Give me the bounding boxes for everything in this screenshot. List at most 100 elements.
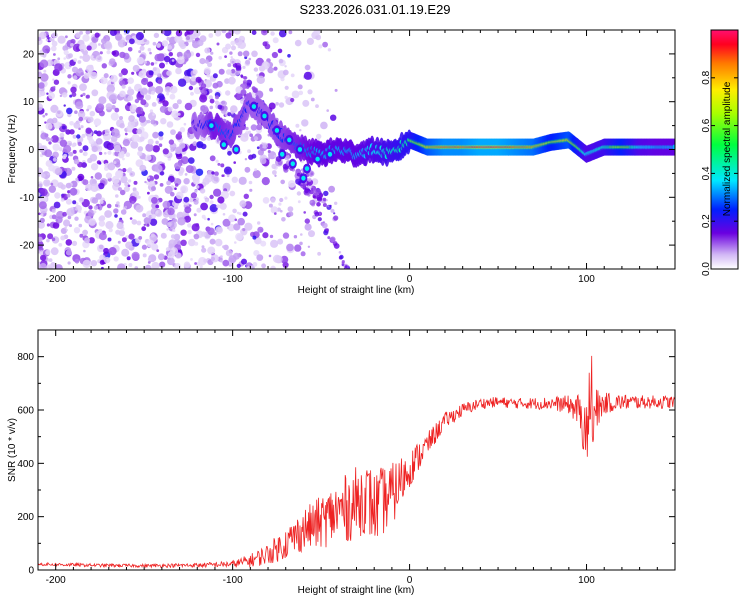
spectrogram-cell — [213, 231, 217, 236]
spectrogram-cell — [169, 85, 178, 94]
spectrogram-cell — [96, 130, 102, 137]
spectrogram-cell — [108, 247, 117, 256]
spectrogram-cell — [84, 116, 88, 120]
spectrogram-cell — [132, 190, 140, 198]
spectrogram-cell — [67, 215, 72, 220]
spectrogram-cell — [327, 48, 332, 52]
spectrogram-cell — [252, 235, 257, 240]
spectrogram-cell — [51, 135, 59, 143]
spectrogram-cell — [58, 243, 63, 247]
spectrogram-cell — [125, 152, 131, 157]
spectrogram-cell — [71, 92, 77, 97]
spectrogram-cell — [217, 196, 225, 204]
spectrogram-cell — [95, 193, 102, 200]
spectrogram-cell — [53, 53, 56, 56]
spectrogram-cell — [160, 232, 167, 239]
spectrogram-cell — [139, 136, 145, 142]
spectrogram-cell — [147, 176, 150, 179]
spectrogram-cell — [203, 258, 208, 263]
spectrogram-cell — [210, 222, 214, 226]
spectrogram-cell — [231, 176, 238, 183]
spectrogram-cell — [49, 266, 53, 269]
spectrogram-cell — [141, 244, 147, 250]
spectrogram-cell — [242, 65, 246, 69]
spectrogram-cell — [222, 218, 231, 227]
spectrogram-cell — [94, 32, 100, 38]
spectrogram-cell — [215, 159, 219, 163]
spectrogram-cell — [261, 177, 270, 186]
spectrogram-cell — [166, 222, 172, 228]
spectrogram-cell — [251, 50, 258, 58]
spectrogram-cell — [148, 70, 154, 76]
spectrogram-cell — [166, 36, 171, 41]
spectrogram-cell — [210, 51, 214, 55]
spectrogram-cell — [155, 209, 163, 218]
spectrogram-cell — [218, 68, 225, 75]
spectrogram-cell — [188, 238, 196, 247]
spectrogram-cell — [222, 259, 230, 267]
spectrogram-cell — [78, 116, 84, 122]
spectrogram-cell — [38, 167, 44, 176]
spectrogram-cell — [70, 43, 74, 47]
spectrogram-cell — [128, 115, 136, 122]
spectrogram-cell — [195, 76, 202, 83]
spectrogram-cell — [279, 197, 284, 203]
spectrogram-cell — [327, 205, 330, 208]
spectrogram-cell — [59, 132, 65, 138]
spectrogram-cell — [49, 37, 53, 42]
spectrogram-cell — [220, 163, 225, 168]
spectrogram-cell — [140, 99, 147, 106]
spectrogram-cell — [119, 189, 126, 196]
spectrogram-cell — [246, 266, 251, 269]
spectrogram-cell — [183, 196, 190, 203]
spectrogram-cell — [98, 232, 107, 241]
spectrogram-cell — [99, 254, 106, 261]
spectrogram-cell — [257, 226, 264, 233]
spectrogram-cell — [153, 174, 160, 180]
spectrogram-cell — [199, 265, 203, 269]
spectrogram-cell — [91, 55, 94, 58]
spectrogram-cell — [227, 150, 232, 156]
spectrogram-cell — [162, 100, 169, 107]
spectrogram-cell — [252, 87, 259, 93]
spectrogram-cell — [51, 117, 58, 124]
spectrogram-cell — [327, 236, 331, 240]
spectrogram-cell — [228, 76, 236, 85]
spectrogram-cell — [270, 198, 276, 203]
spectrogram-cell — [78, 210, 82, 213]
spectrogram-cell — [98, 182, 105, 190]
spectrogram-cell — [223, 166, 233, 175]
spectrogram-cell — [209, 194, 214, 200]
spectrogram-cell — [262, 232, 269, 239]
spectrogram-cell — [326, 109, 330, 112]
spectrogram-cell — [143, 60, 147, 64]
spectrogram-cell — [74, 110, 78, 114]
spectrogram-cell — [184, 102, 193, 111]
snr-panel: -200 -100 0 100 0 200 400 600 800 Height of stra… — [7, 329, 676, 596]
spectrogram-cell — [99, 199, 104, 204]
spectrogram-cell — [95, 138, 103, 145]
colorbar: 0.0 0.2 0.4 0.6 0.8 Normalized spectral ampl… — [701, 29, 739, 276]
spectrogram-cell — [184, 206, 192, 214]
spectrogram-cell — [157, 73, 161, 77]
spectrogram-cell — [137, 146, 144, 152]
spectrogram-cell — [190, 258, 193, 261]
spectrogram-cell — [40, 254, 47, 261]
spectrogram-cell — [287, 180, 296, 188]
spectrogram-cell — [38, 249, 41, 254]
spectrogram-cell — [228, 255, 237, 264]
spectrogram-cell — [193, 233, 200, 240]
spectrogram-cell — [168, 139, 175, 145]
spectrogram-cell — [80, 49, 84, 53]
spectrogram-cell — [73, 227, 81, 234]
spectrogram-cell — [103, 73, 109, 79]
spectrogram-cell — [67, 190, 71, 194]
spectrogram-cell — [214, 30, 222, 37]
spectrogram-cell — [219, 259, 223, 263]
spectrogram-cell — [141, 77, 149, 86]
spectrogram-cell — [208, 33, 214, 38]
spectrogram-cell — [79, 31, 83, 35]
spectrogram-cell — [313, 30, 321, 36]
spectrogram-cell — [146, 181, 150, 185]
spectrogram-cell — [101, 266, 104, 269]
